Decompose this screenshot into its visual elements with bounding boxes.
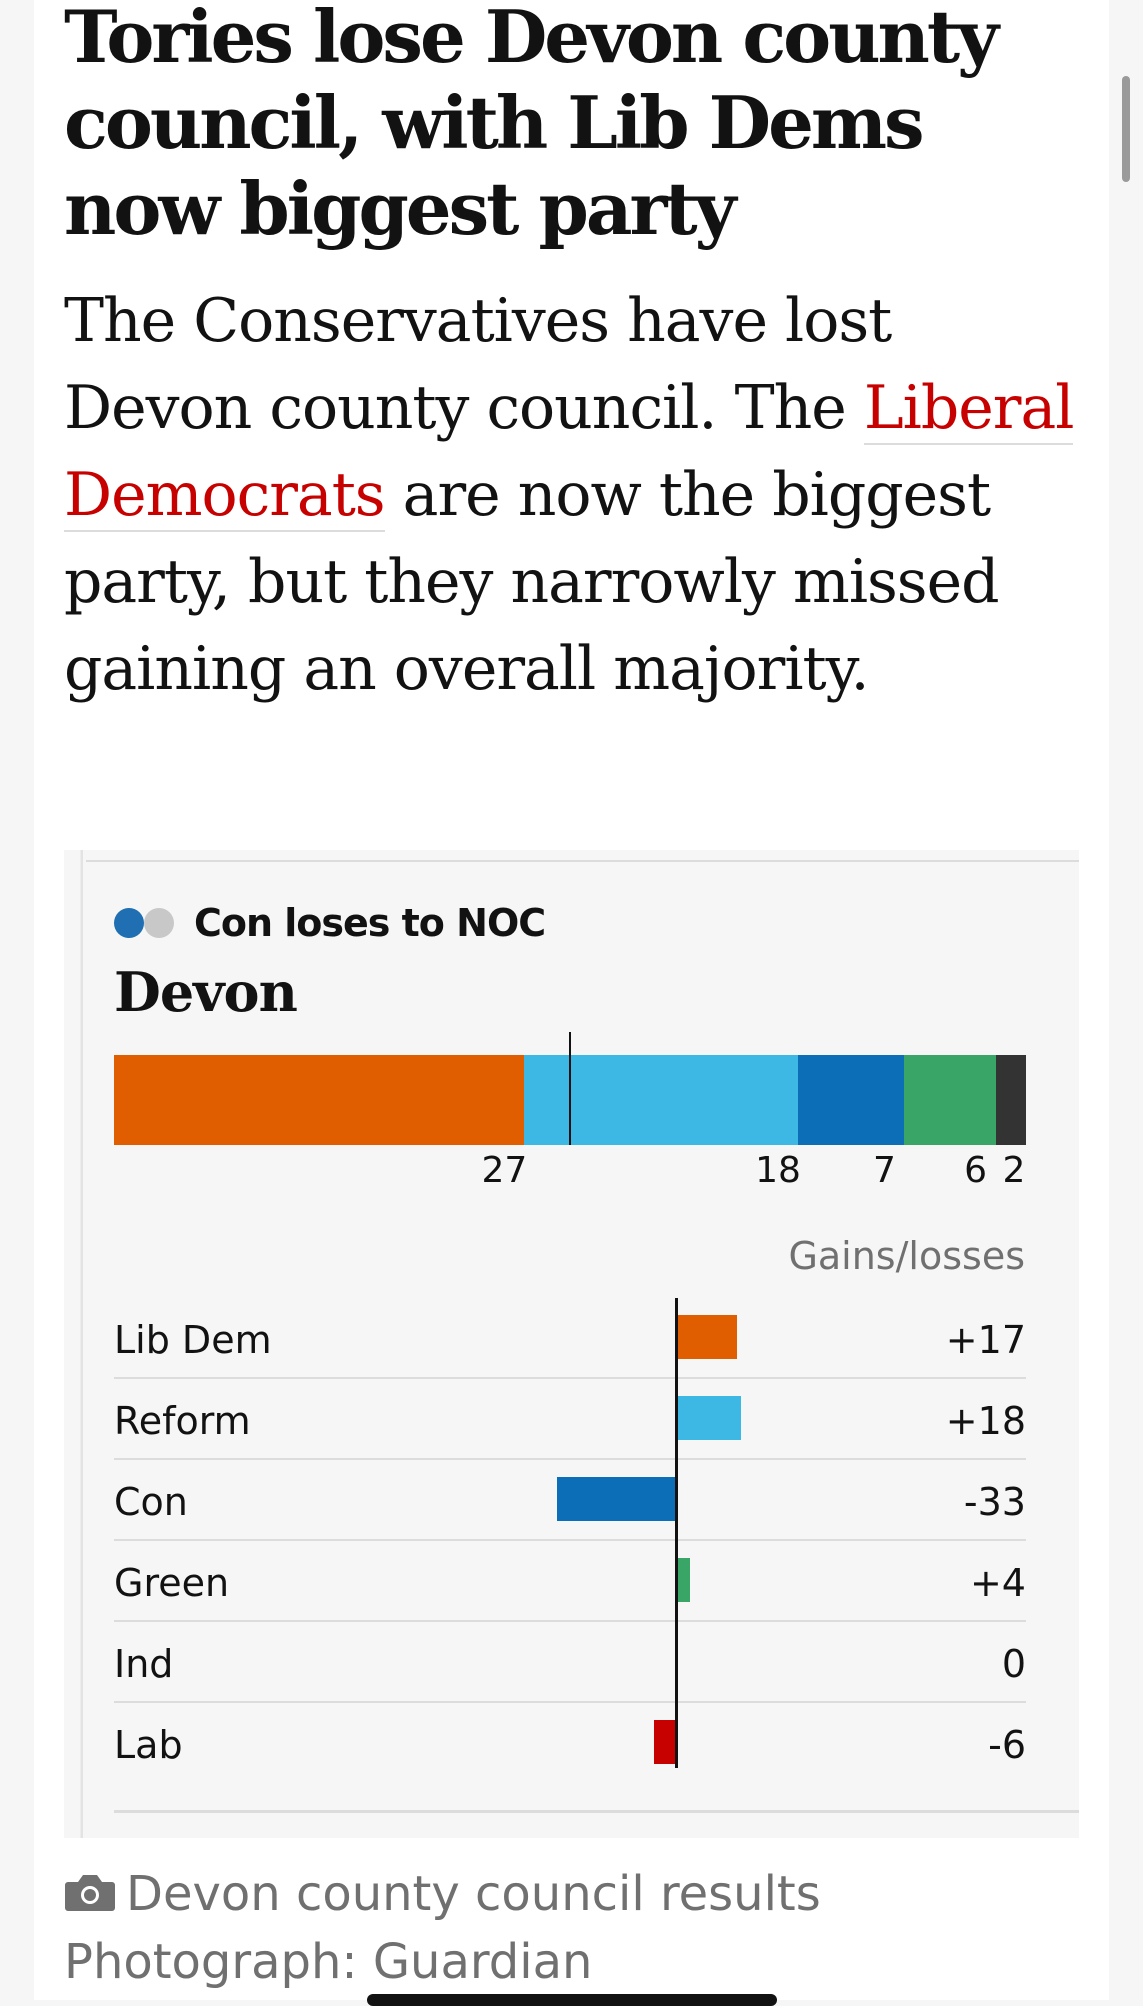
results-graphic: Con loses to NOC Devon 27 18 7 6 2 Gains/los… <box>64 850 1079 1838</box>
gains-value: +17 <box>945 1318 1026 1362</box>
graphic-top-rule <box>86 860 1079 862</box>
home-indicator[interactable] <box>367 1994 777 2006</box>
row-divider <box>114 1377 1026 1379</box>
gains-row-con: Con -33 <box>114 1460 1026 1541</box>
party-name: Ind <box>114 1642 174 1686</box>
graphic-bottom-rule <box>114 1810 1079 1813</box>
gains-row-green: Green +4 <box>114 1541 1026 1622</box>
seats-segment-con <box>798 1055 905 1145</box>
standfirst-text-1: The Conservatives have lost Devon county… <box>64 286 892 443</box>
gains-value: -6 <box>988 1723 1026 1767</box>
seats-label-lib-dem: 27 <box>481 1150 528 1191</box>
seats-label-green: 6 <box>964 1150 988 1191</box>
council-name: Devon <box>114 960 298 1024</box>
scrollbar[interactable] <box>1122 76 1130 182</box>
row-divider <box>114 1539 1026 1541</box>
status-row: Con loses to NOC <box>114 898 546 948</box>
party-name: Reform <box>114 1399 251 1443</box>
gains-value: 0 <box>1001 1642 1026 1686</box>
caption-line-1: Devon county council results <box>64 1860 1074 1928</box>
row-divider <box>114 1620 1026 1622</box>
zero-axis <box>675 1298 678 1768</box>
party-name: Lib Dem <box>114 1318 272 1362</box>
con-dot <box>114 908 144 938</box>
seats-label-ind: 2 <box>1002 1150 1026 1191</box>
caption-line-2: Photograph: Guardian <box>64 1934 593 1990</box>
seats-label-reform: 18 <box>755 1150 801 1191</box>
gains-value: -33 <box>963 1480 1026 1524</box>
gains-row-lab: Lab -6 <box>114 1703 1026 1784</box>
seats-segment-reform <box>524 1055 799 1145</box>
caption-text: Devon county council results <box>126 1866 821 1922</box>
gains-row-reform: Reform +18 <box>114 1379 1026 1460</box>
noc-dot <box>144 908 174 938</box>
gains-losses-heading: Gains/losses <box>788 1234 1025 1278</box>
majority-line <box>569 1032 571 1145</box>
seats-segment-green <box>904 1055 997 1145</box>
gains-row-ind: Ind 0 <box>114 1622 1026 1703</box>
party-name: Lab <box>114 1723 183 1767</box>
party-name: Con <box>114 1480 188 1524</box>
party-change-icon <box>114 908 182 938</box>
row-divider <box>114 1701 1026 1703</box>
gains-row-lib-dem: Lib Dem +17 <box>114 1298 1026 1379</box>
seats-label-con: 7 <box>872 1150 896 1191</box>
graphic-left-edge <box>80 850 83 1838</box>
gains-bar-lab <box>654 1720 676 1764</box>
standfirst: The Conservatives have lost Devon county… <box>64 278 1074 713</box>
camera-icon <box>65 1875 115 1911</box>
gains-bar-lib-dem <box>676 1315 738 1359</box>
headline: Tories lose Devon county council, with L… <box>64 0 999 251</box>
seats-segment-lib-dem <box>114 1055 525 1145</box>
gains-value: +4 <box>969 1561 1026 1605</box>
party-name: Green <box>114 1561 230 1605</box>
gains-bar-reform <box>676 1396 741 1440</box>
status-label: Con loses to NOC <box>194 901 546 945</box>
row-divider <box>114 1458 1026 1460</box>
seats-segment-ind <box>995 1055 1027 1145</box>
gains-bar-con <box>557 1477 676 1521</box>
gains-value: +18 <box>945 1399 1026 1443</box>
liberal-democrats-link[interactable]: Liberal Democrats <box>64 373 1074 532</box>
gains-bar-green <box>676 1558 691 1602</box>
image-caption: Devon county council results Photograph:… <box>64 1860 1074 1996</box>
graphic-left-edge-inner <box>80 850 81 1838</box>
standfirst-text-2: are now the biggest party, but they narr… <box>64 460 1000 704</box>
